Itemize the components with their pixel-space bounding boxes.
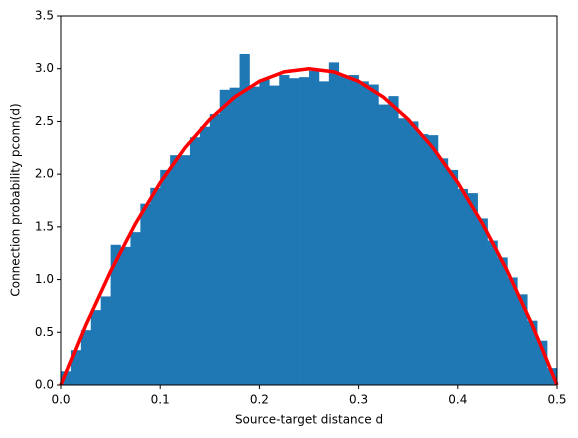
x-tick-label: 0.3 — [349, 393, 368, 407]
plot-frame — [60, 15, 558, 386]
bar — [229, 87, 240, 385]
bar — [61, 371, 72, 385]
bar — [289, 78, 300, 386]
bar — [199, 126, 211, 385]
bar — [437, 158, 449, 385]
bar — [70, 350, 82, 385]
bar — [338, 76, 349, 385]
bar — [358, 81, 369, 385]
bar — [368, 84, 379, 386]
y-tick-label: 2.0 — [35, 167, 54, 181]
bar — [239, 53, 250, 385]
bar — [348, 75, 359, 385]
bar — [90, 310, 101, 385]
bar — [100, 296, 111, 385]
bar — [110, 244, 121, 385]
y-tick-label: 0.0 — [35, 378, 54, 392]
bar — [408, 121, 419, 385]
bar — [209, 114, 221, 385]
bar — [398, 118, 409, 385]
bar — [279, 75, 290, 385]
y-tick-label: 1.5 — [35, 219, 54, 233]
x-tick-label: 0.5 — [547, 393, 566, 407]
fit-curve — [59, 66, 559, 386]
bar — [80, 330, 92, 385]
bar — [517, 294, 528, 385]
bar — [388, 96, 399, 385]
bar — [527, 320, 538, 385]
bar — [507, 277, 518, 385]
bar — [299, 77, 310, 386]
bar — [447, 169, 459, 385]
bar — [378, 104, 389, 385]
bar — [170, 155, 181, 385]
y-tick-label: 0.5 — [35, 325, 54, 339]
y-tick-label: 3.5 — [35, 9, 54, 23]
bar — [219, 89, 230, 386]
bar — [467, 193, 478, 385]
bar — [180, 155, 191, 385]
y-tick-label: 3.0 — [35, 61, 54, 75]
bar — [259, 79, 270, 385]
x-tick-label: 0.2 — [250, 393, 269, 407]
y-tick-label: 2.5 — [35, 114, 54, 128]
x-tick-label: 0.4 — [448, 393, 467, 407]
bar — [497, 257, 508, 385]
y-axis-label: Connection probability pconn(d) — [9, 103, 23, 296]
bar — [309, 70, 320, 385]
bar — [477, 218, 488, 385]
bar — [318, 81, 330, 385]
bar — [120, 246, 131, 385]
bar — [428, 135, 439, 385]
x-tick-label: 0.0 — [51, 393, 70, 407]
bar — [150, 187, 161, 385]
bar — [130, 232, 141, 385]
bar — [249, 86, 260, 385]
bar — [189, 137, 201, 385]
bar — [140, 203, 151, 385]
x-tick-label: 0.1 — [151, 393, 170, 407]
bar — [487, 240, 498, 385]
bar — [418, 134, 429, 385]
bar — [269, 85, 280, 385]
x-axis-label: Source-target distance d — [235, 413, 383, 427]
bar — [328, 62, 340, 385]
bar — [537, 340, 548, 385]
bar — [160, 169, 171, 385]
bar — [457, 188, 469, 385]
y-tick-label: 1.0 — [35, 272, 54, 286]
